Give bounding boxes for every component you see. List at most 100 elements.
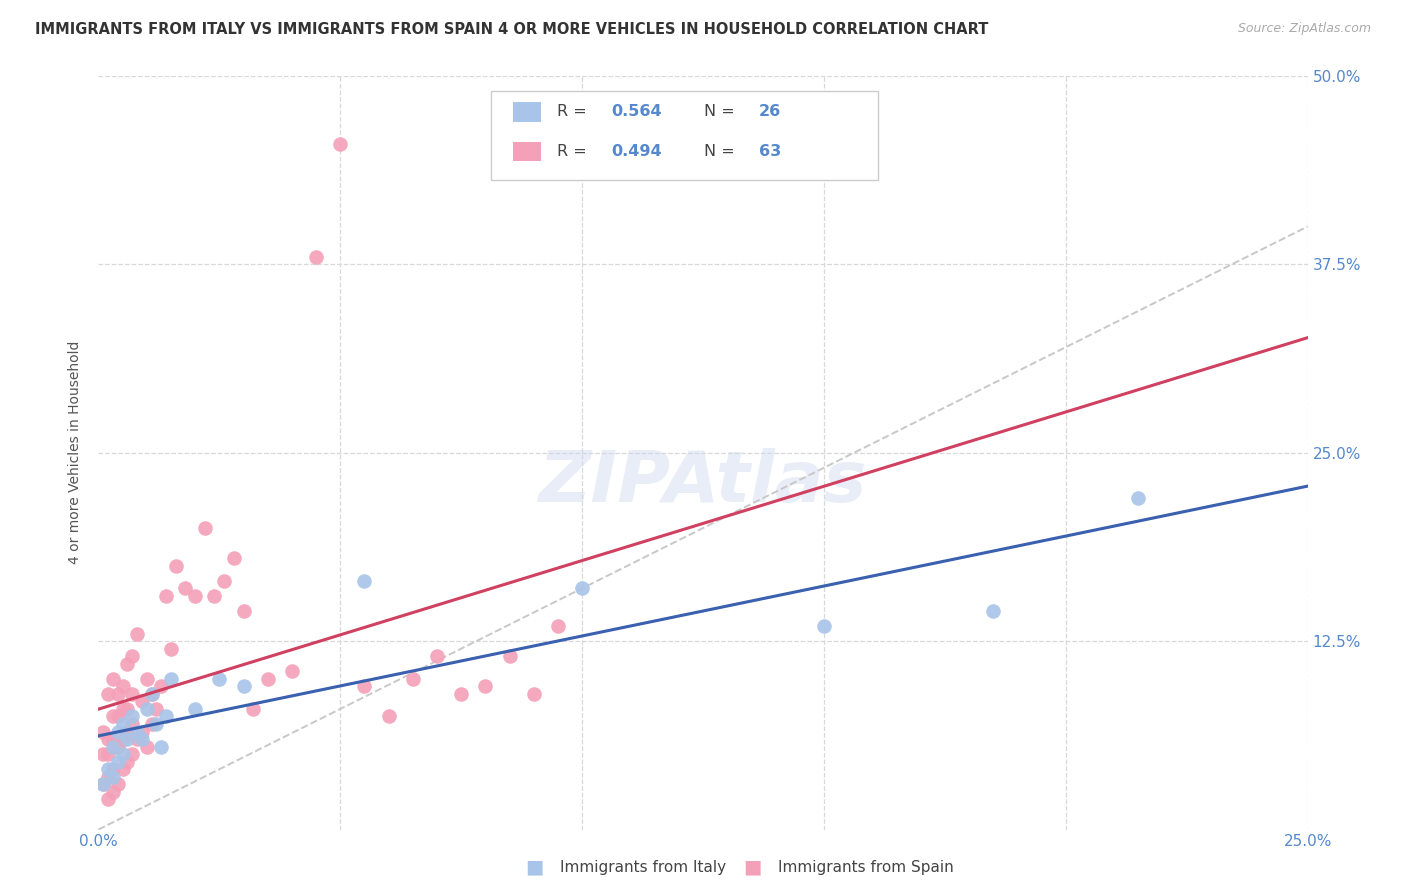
Point: [474, 679, 496, 693]
Point: [111, 762, 134, 776]
Point: [111, 747, 134, 761]
Point: [127, 732, 149, 747]
Point: [194, 521, 217, 535]
Point: [305, 250, 328, 264]
Point: [242, 702, 264, 716]
Point: [131, 724, 153, 739]
Point: [571, 582, 593, 596]
Point: [107, 724, 129, 739]
Text: Immigrants from Spain: Immigrants from Spain: [778, 860, 953, 874]
Point: [256, 672, 278, 686]
Text: 0.564: 0.564: [612, 104, 662, 120]
Point: [121, 649, 143, 664]
Point: [117, 702, 139, 716]
Point: [107, 687, 129, 701]
Point: [91, 724, 114, 739]
Point: [141, 687, 163, 701]
Point: [184, 589, 207, 603]
Point: [135, 739, 157, 754]
Point: [232, 604, 254, 618]
Point: [107, 709, 129, 723]
Point: [135, 702, 157, 716]
Point: [353, 574, 375, 588]
Point: [174, 582, 197, 596]
Point: [97, 770, 120, 784]
Point: [91, 777, 114, 791]
Text: 0.494: 0.494: [612, 144, 662, 159]
Point: [97, 732, 120, 747]
Point: [97, 747, 120, 761]
Point: [450, 687, 472, 701]
Text: ■: ■: [742, 857, 762, 877]
Point: [117, 657, 139, 671]
Point: [91, 747, 114, 761]
Point: [121, 687, 143, 701]
Y-axis label: 4 or more Vehicles in Household: 4 or more Vehicles in Household: [69, 341, 83, 565]
FancyBboxPatch shape: [492, 91, 879, 180]
Point: [131, 732, 153, 747]
Point: [111, 702, 134, 716]
Point: [232, 679, 254, 693]
Point: [127, 626, 149, 640]
Point: [117, 724, 139, 739]
Point: [155, 709, 177, 723]
Text: IMMIGRANTS FROM ITALY VS IMMIGRANTS FROM SPAIN 4 OR MORE VEHICLES IN HOUSEHOLD C: IMMIGRANTS FROM ITALY VS IMMIGRANTS FROM…: [35, 22, 988, 37]
Point: [117, 732, 139, 747]
Point: [150, 739, 173, 754]
Point: [101, 709, 124, 723]
Text: 63: 63: [759, 144, 780, 159]
Point: [281, 665, 304, 679]
Point: [547, 619, 569, 633]
Point: [204, 589, 226, 603]
Point: [111, 679, 134, 693]
Point: [101, 732, 124, 747]
Point: [101, 770, 124, 784]
Text: N =: N =: [704, 144, 740, 159]
Point: [121, 709, 143, 723]
Point: [353, 679, 375, 693]
Point: [150, 679, 173, 693]
Point: [107, 739, 129, 754]
Point: [141, 687, 163, 701]
Point: [141, 717, 163, 731]
Point: [127, 724, 149, 739]
Point: [813, 619, 835, 633]
Point: [208, 672, 231, 686]
Bar: [513, 142, 541, 161]
Point: [165, 558, 187, 573]
Point: [402, 672, 425, 686]
Point: [377, 709, 399, 723]
Point: [222, 551, 245, 566]
Point: [145, 702, 167, 716]
Point: [91, 777, 114, 791]
Point: [160, 641, 183, 656]
Text: Immigrants from Italy: Immigrants from Italy: [560, 860, 725, 874]
Point: [121, 747, 143, 761]
Text: R =: R =: [557, 144, 592, 159]
Point: [981, 604, 1004, 618]
Point: [160, 672, 183, 686]
Text: 26: 26: [759, 104, 780, 120]
Point: [1128, 491, 1150, 505]
Point: [131, 694, 153, 708]
Point: [97, 792, 120, 806]
Point: [184, 702, 207, 716]
Point: [426, 649, 449, 664]
Point: [111, 717, 134, 731]
Point: [111, 732, 134, 747]
Point: [101, 739, 124, 754]
Text: ■: ■: [524, 857, 544, 877]
Text: R =: R =: [557, 104, 592, 120]
Point: [329, 136, 352, 151]
Text: N =: N =: [704, 104, 740, 120]
Point: [101, 785, 124, 799]
Point: [107, 755, 129, 769]
Text: Source: ZipAtlas.com: Source: ZipAtlas.com: [1237, 22, 1371, 36]
Point: [107, 777, 129, 791]
Point: [121, 717, 143, 731]
Point: [523, 687, 546, 701]
Point: [498, 649, 520, 664]
Point: [155, 589, 177, 603]
Point: [101, 672, 124, 686]
Point: [97, 762, 120, 776]
